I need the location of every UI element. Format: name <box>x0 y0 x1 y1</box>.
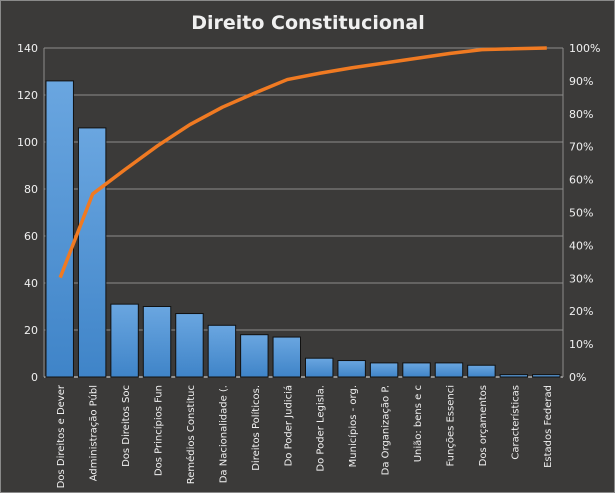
bar <box>434 362 464 378</box>
y-tick-label: 0 <box>31 371 38 384</box>
bar <box>402 362 431 378</box>
y2-tick-label: 40% <box>569 239 593 252</box>
y2-tick-label: 30% <box>569 272 593 285</box>
x-tick-label: Estados Federad <box>543 385 554 468</box>
y-tick-label: 60 <box>24 230 38 243</box>
x-tick-label: Da Organização P. <box>381 385 392 475</box>
y2-tick-label: 20% <box>569 305 593 318</box>
x-tick-label: Funções Essenci <box>445 385 456 467</box>
y-tick-label: 100 <box>17 136 38 149</box>
x-tick-label: Administração Públ <box>88 385 100 481</box>
y-tick-label: 120 <box>17 89 38 102</box>
bar <box>499 374 529 378</box>
x-tick-label: Dos orçamentos <box>478 385 489 466</box>
y2-tick-label: 10% <box>569 338 593 351</box>
bar <box>175 313 204 378</box>
x-tick-label: Características <box>509 385 521 460</box>
y-tick-label: 20 <box>24 324 38 337</box>
bar <box>532 374 561 378</box>
y2-tick-label: 50% <box>569 207 593 220</box>
bar <box>467 364 496 378</box>
bar <box>272 336 301 378</box>
x-tick-label: Municípios - org. <box>347 385 359 467</box>
bar <box>45 80 74 378</box>
x-tick-label: Dos Princípios Fun <box>153 385 165 476</box>
y-tick-label: 140 <box>17 42 38 55</box>
bar <box>110 303 139 378</box>
x-tick-label: União: bens e c <box>413 385 424 462</box>
x-tick-label: Direitos Políticos. <box>250 385 262 471</box>
y2-tick-label: 60% <box>569 174 593 187</box>
y2-tick-label: 70% <box>569 141 593 154</box>
x-tick-label: Remédios Constituc <box>185 385 197 484</box>
bar <box>337 360 366 378</box>
x-tick-label: Da Nacionalidade (. <box>218 385 229 483</box>
y2-tick-label: 0% <box>569 371 586 384</box>
x-tick-label: Dos Direitos Soc <box>121 385 132 467</box>
bar <box>142 306 172 378</box>
x-tick-label: Do Poder Judiciá <box>282 385 294 466</box>
bar <box>305 357 334 378</box>
bar <box>240 334 269 378</box>
x-tick-label: Dos Direitos e Dever <box>56 384 67 488</box>
y2-tick-label: 100% <box>569 42 600 55</box>
y2-tick-label: 80% <box>569 108 593 121</box>
bar <box>77 127 107 378</box>
y-tick-label: 40 <box>24 277 38 290</box>
x-tick-label: Do Poder Legisla. <box>316 385 327 472</box>
bar <box>369 362 399 378</box>
chart-title: Direito Constitucional <box>191 12 425 34</box>
y2-tick-label: 90% <box>569 75 593 88</box>
y-tick-label: 80 <box>24 183 38 196</box>
bar <box>207 324 237 378</box>
cumulative-line <box>58 46 547 279</box>
